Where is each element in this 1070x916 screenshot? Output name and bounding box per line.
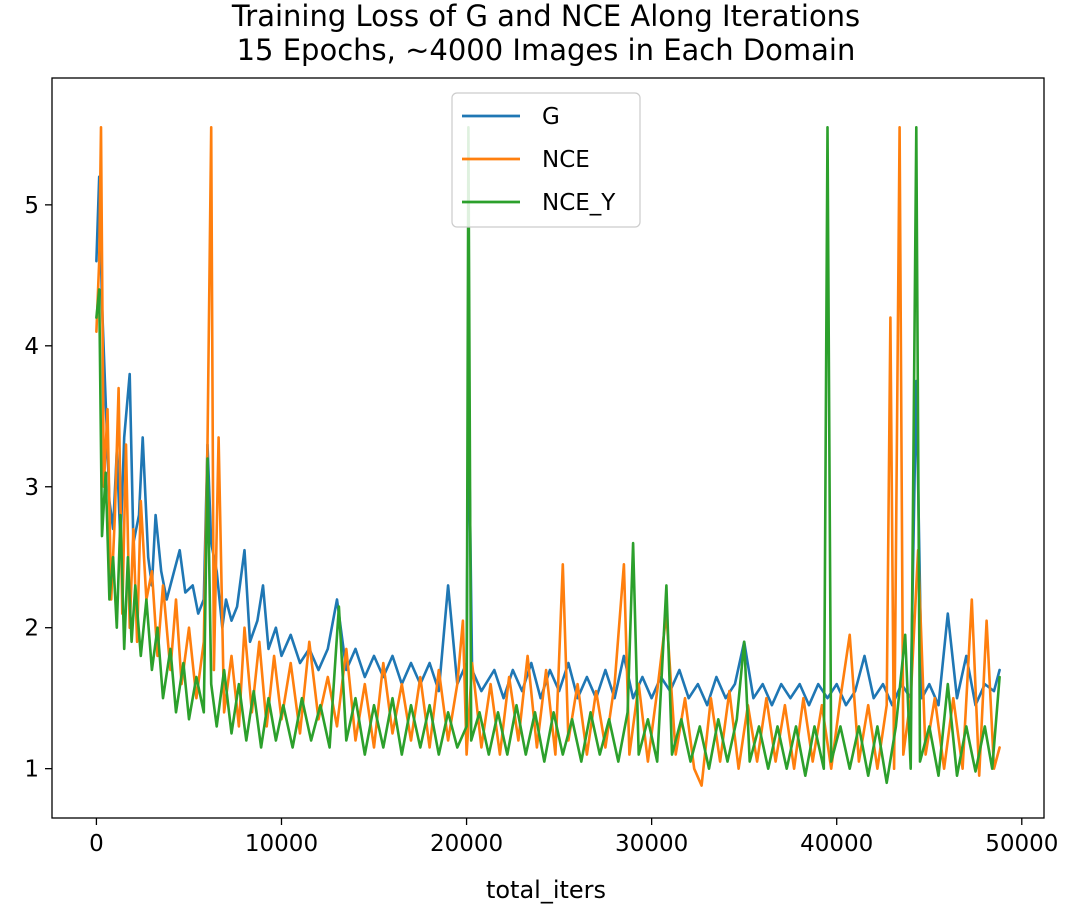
x-tick-label: 20000 bbox=[430, 831, 503, 857]
x-axis: 0 10000 20000 30000 40000 50000 bbox=[89, 818, 1058, 857]
x-tick-label: 10000 bbox=[245, 831, 318, 857]
x-tick-label: 50000 bbox=[985, 831, 1058, 857]
legend-box bbox=[451, 92, 641, 228]
chart-title: Training Loss of G and NCE Along Iterati… bbox=[231, 0, 860, 33]
y-tick-label: 1 bbox=[24, 757, 39, 783]
series-layer bbox=[95, 126, 1001, 787]
x-tick-label: 30000 bbox=[615, 831, 688, 857]
series-line-nce bbox=[95, 126, 1001, 787]
chart-subtitle: 15 Epochs, ~4000 Images in Each Domain bbox=[237, 33, 856, 67]
y-tick-label: 2 bbox=[24, 616, 39, 642]
series-line-nce-y bbox=[95, 126, 1001, 785]
y-axis: 1 2 3 4 5 bbox=[24, 193, 52, 783]
y-tick-label: 3 bbox=[24, 475, 39, 501]
y-tick-label: 4 bbox=[24, 334, 39, 360]
x-axis-label: total_iters bbox=[486, 876, 606, 904]
legend-label-nce-y: NCE_Y bbox=[542, 190, 616, 216]
y-tick-label: 5 bbox=[24, 193, 39, 219]
x-tick-label: 0 bbox=[89, 831, 104, 857]
x-tick-label: 40000 bbox=[800, 831, 873, 857]
legend-label-g: G bbox=[542, 104, 560, 130]
plot-frame bbox=[51, 77, 1045, 819]
legend-label-nce: NCE bbox=[542, 147, 590, 173]
legend: G NCE NCE_Y bbox=[451, 92, 641, 228]
